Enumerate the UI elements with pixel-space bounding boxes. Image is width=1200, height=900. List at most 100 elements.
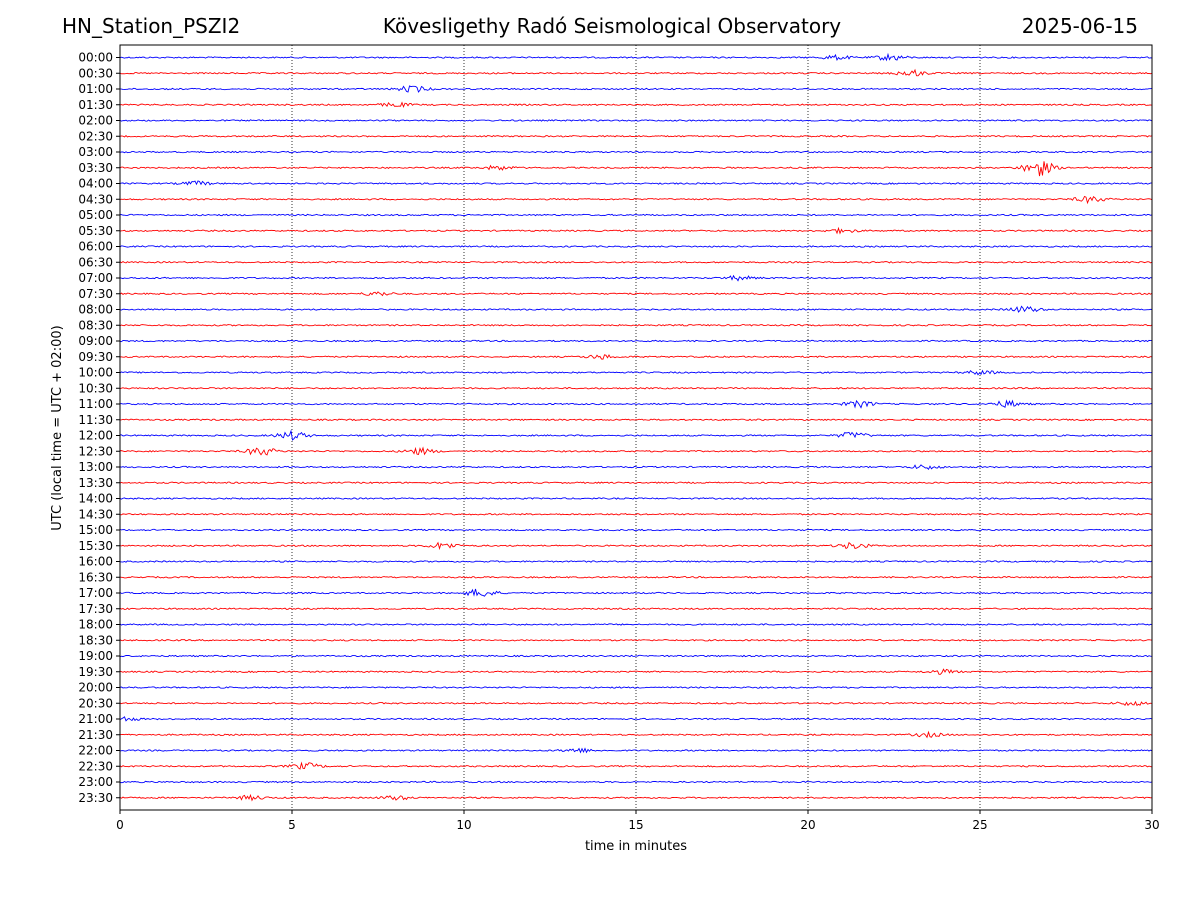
trace-row-0630	[119, 260, 1153, 264]
trace-row-1700	[119, 588, 1153, 597]
y-tick-label: 11:00	[78, 397, 113, 411]
x-tick-label: 25	[972, 818, 987, 832]
y-tick-label: 02:30	[78, 129, 113, 143]
trace-row-2100	[119, 716, 1153, 722]
y-tick-label: 13:30	[78, 476, 113, 490]
trace-row-0100	[119, 85, 1153, 93]
trace-row-1030	[119, 387, 1153, 390]
y-tick-label: 06:30	[78, 255, 113, 269]
trace-row-1330	[119, 481, 1153, 484]
y-tick-label: 01:00	[78, 82, 113, 96]
date-title: 2025-06-15	[1021, 14, 1138, 38]
y-axis-label: UTC (local time = UTC + 02:00)	[50, 325, 65, 530]
y-tick-label: 05:00	[78, 208, 113, 222]
trace-row-1830	[119, 639, 1153, 642]
trace-row-1000	[119, 369, 1153, 376]
y-tick-label: 18:00	[78, 618, 113, 632]
trace-row-2230	[119, 761, 1153, 770]
y-tick-label: 23:30	[78, 791, 113, 805]
trace-row-0300	[119, 150, 1153, 154]
trace-row-1500	[119, 528, 1153, 532]
y-tick-label: 09:30	[78, 350, 113, 364]
trace-row-0000	[119, 52, 1153, 62]
station-title: HN_Station_PSZI2	[62, 14, 241, 38]
x-tick-label: 10	[456, 818, 471, 832]
trace-row-0730	[119, 291, 1153, 297]
trace-row-0200	[119, 119, 1153, 122]
trace-row-0900	[119, 339, 1153, 343]
trace-row-1400	[119, 497, 1153, 500]
trace-layer	[119, 52, 1153, 802]
y-tick-label: 03:00	[78, 145, 113, 159]
trace-row-0930	[119, 354, 1153, 360]
x-axis-label: time in minutes	[585, 839, 687, 854]
trace-row-0230	[119, 134, 1153, 138]
y-tick-label: 02:00	[78, 114, 113, 128]
y-tick-label: 01:30	[78, 98, 113, 112]
grid-layer	[291, 45, 981, 810]
trace-row-0400	[119, 180, 1153, 186]
trace-row-1600	[119, 560, 1153, 563]
x-tick-label: 20	[800, 818, 815, 832]
trace-row-1930	[119, 668, 1153, 675]
y-tick-label: 16:00	[78, 555, 113, 569]
trace-row-0830	[119, 323, 1153, 327]
y-tick-label: 15:30	[78, 539, 113, 553]
y-tick-label: 19:00	[78, 649, 113, 663]
trace-row-1100	[119, 399, 1153, 409]
y-tick-label: 21:00	[78, 712, 113, 726]
y-tick-label: 10:30	[78, 381, 113, 395]
trace-row-0800	[119, 305, 1153, 313]
trace-row-0030	[119, 68, 1153, 77]
y-tick-label: 17:00	[78, 586, 113, 600]
y-tick-label: 13:00	[78, 460, 113, 474]
y-tick-label: 15:00	[78, 523, 113, 537]
trace-row-1300	[119, 464, 1153, 471]
observatory-title: Kövesligethy Radó Seismological Observat…	[382, 14, 842, 38]
x-tick-label: 15	[628, 818, 643, 832]
x-tick-label: 30	[1144, 818, 1159, 832]
trace-row-1900	[119, 654, 1153, 658]
trace-row-0130	[119, 101, 1153, 109]
y-tick-label: 17:30	[78, 602, 113, 616]
y-tick-label: 14:30	[78, 507, 113, 521]
y-tick-label: 00:30	[78, 66, 113, 80]
trace-row-0330	[119, 161, 1153, 177]
x-tick-layer: 0 5 10 15 20 25 30	[116, 810, 1160, 832]
trace-row-1730	[119, 607, 1153, 611]
trace-row-1430	[119, 513, 1153, 516]
trace-row-1200	[119, 429, 1153, 441]
y-tick-label: 12:00	[78, 429, 113, 443]
trace-row-0530	[119, 226, 1153, 235]
y-tick-label: 16:30	[78, 570, 113, 584]
trace-row-2030	[119, 700, 1153, 707]
trace-row-2300	[119, 780, 1153, 784]
y-tick-label: 07:00	[78, 271, 113, 285]
x-tick-label: 0	[116, 818, 124, 832]
y-tick-label: 08:00	[78, 303, 113, 317]
trace-row-2200	[119, 747, 1153, 754]
y-tick-label: 23:00	[78, 775, 113, 789]
trace-row-0500	[119, 213, 1153, 217]
trace-row-1800	[119, 623, 1153, 626]
y-tick-label: 20:00	[78, 681, 113, 695]
y-tick-label: 07:30	[78, 287, 113, 301]
trace-row-1630	[119, 575, 1153, 579]
y-tick-label: 14:00	[78, 492, 113, 506]
y-tick-label: 04:30	[78, 192, 113, 206]
y-tick-label: 11:30	[78, 413, 113, 427]
y-tick-label: 06:00	[78, 240, 113, 254]
trace-row-2130	[119, 730, 1153, 739]
y-tick-label: 22:00	[78, 744, 113, 758]
y-tick-label: 04:00	[78, 177, 113, 191]
y-tick-label: 21:30	[78, 728, 113, 742]
y-tick-label: 05:30	[78, 224, 113, 238]
x-tick-label: 5	[288, 818, 296, 832]
y-tick-label: 10:00	[78, 366, 113, 380]
y-tick-label: 20:30	[78, 696, 113, 710]
y-tick-label: 12:30	[78, 444, 113, 458]
y-tick-label: 00:00	[78, 51, 113, 65]
trace-row-0430	[119, 195, 1153, 205]
